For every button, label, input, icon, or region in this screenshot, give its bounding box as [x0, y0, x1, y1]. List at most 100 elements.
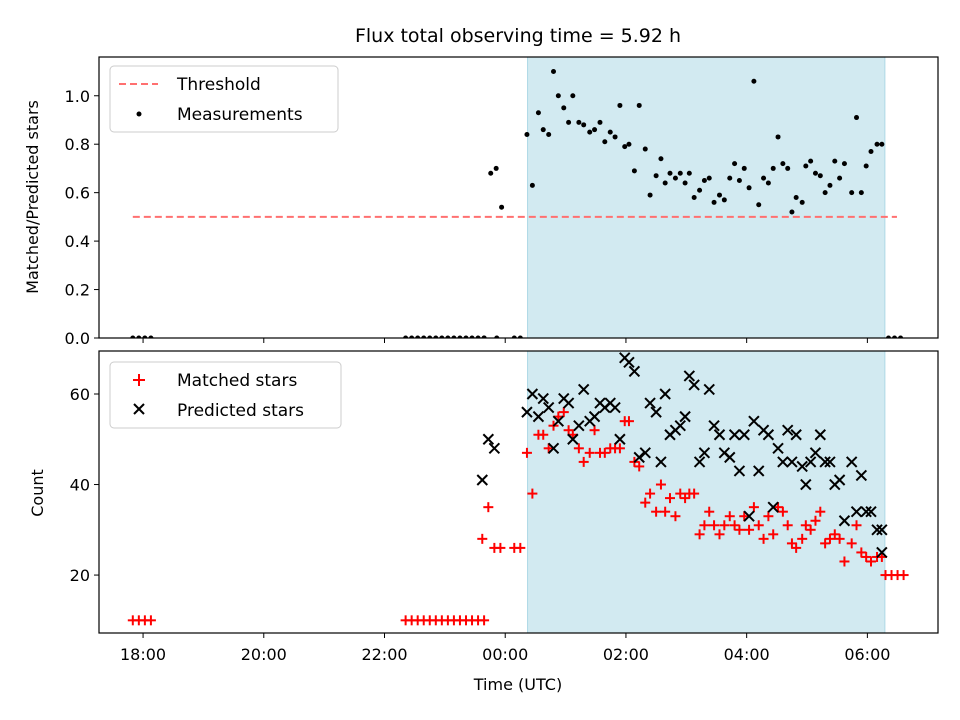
cross-b [708, 419, 720, 432]
cross-b [674, 419, 686, 432]
measurement-point [570, 93, 576, 99]
cross-b [633, 451, 645, 464]
predicted-star-point [521, 406, 533, 418]
predicted-star-point [703, 383, 715, 396]
measurement-point [667, 170, 673, 176]
matched-star-point [477, 533, 488, 544]
cross-b [577, 383, 590, 396]
y-tick-label: 1.0 [65, 87, 90, 106]
measurement-point [612, 134, 618, 140]
predicted-star-point [655, 456, 667, 468]
cross-b [683, 370, 696, 382]
cross-b [628, 365, 641, 378]
cross-b [703, 383, 715, 396]
measurement-point [581, 122, 587, 128]
bottom-axes-frame [98, 350, 939, 634]
cross-b [573, 419, 585, 432]
cross-b [526, 388, 539, 400]
top-y-axis-label: Matched/Predicted stars [23, 100, 42, 294]
bottom-shaded-interval [527, 350, 886, 634]
cross-b [814, 429, 827, 441]
predicted-star-point [804, 456, 817, 468]
measurement-point [409, 335, 415, 338]
matched-star-point [699, 520, 710, 531]
measurement-point [858, 190, 864, 196]
measurement-point [511, 335, 517, 338]
y-tick-label: 0.4 [65, 232, 90, 251]
matched-star-point [694, 529, 705, 540]
top-legend-box [109, 65, 339, 133]
measurement-point [746, 185, 752, 191]
matched-star-point [898, 570, 909, 581]
matched-star-point [651, 506, 662, 517]
predicted-star-point [552, 415, 565, 427]
predicted-star-point [850, 505, 863, 518]
measurement-point [706, 175, 712, 181]
x-tick-label: 00:00 [482, 645, 528, 664]
measurement-point [576, 119, 582, 125]
measurement-point [799, 199, 805, 205]
measurement-point [727, 175, 733, 181]
predicted-star-point [679, 410, 691, 423]
measurement-point [546, 132, 552, 138]
cross-b [728, 429, 741, 441]
measurement-point [529, 182, 535, 188]
measurements-points [130, 69, 904, 338]
cross-b [482, 433, 495, 445]
measurement-point [770, 165, 776, 171]
matched-star-point [839, 556, 850, 567]
matched-star-point [791, 542, 802, 553]
predicted-star-point [537, 392, 549, 405]
cross-b [876, 524, 888, 536]
top-y-ticks: 0.0 0.2 0.4 0.6 0.8 1.0 [65, 87, 99, 348]
cross-b [588, 410, 601, 423]
predicted-star-point [573, 419, 585, 432]
matched-star-point [640, 497, 651, 508]
cross-b [614, 433, 626, 445]
cross-b [639, 447, 651, 459]
predicted-star-point [767, 501, 779, 513]
cross-b [562, 397, 575, 409]
cross-b [767, 501, 779, 513]
cross-b [860, 505, 872, 518]
cross-b [876, 546, 888, 559]
measurement-point [636, 102, 642, 108]
measurement-point [535, 110, 541, 116]
predicted-star-point [659, 388, 671, 400]
predicted-star-point [532, 410, 545, 423]
predicted-star-point [790, 429, 802, 441]
matched-star-point [543, 443, 554, 454]
matched-star-point [689, 488, 700, 499]
matched-star-point [773, 502, 784, 513]
cross-b [855, 469, 868, 482]
predicted-star-point [838, 515, 851, 527]
predicted-star-point [860, 505, 872, 518]
cross-b [644, 397, 656, 409]
matched-star-point [495, 542, 506, 553]
bottom-y-ticks: 20 40 60 [70, 385, 99, 585]
predicted-star-point [562, 397, 575, 409]
measurement-point [785, 165, 791, 171]
top-shaded-interval [527, 56, 886, 339]
measurement-point [642, 146, 648, 152]
cross-b [724, 451, 736, 464]
predicted-star-point [567, 433, 579, 445]
matched-star-point [634, 461, 645, 472]
cross-b [833, 474, 846, 486]
measurement-point [682, 180, 688, 186]
predicted-star-point [876, 524, 888, 536]
measurement-point [148, 335, 154, 338]
cross-b [476, 474, 488, 486]
measurement-point [469, 335, 475, 338]
matched-star-point [558, 407, 569, 418]
predicted-star-point [748, 415, 760, 427]
matched-star-point [851, 520, 862, 531]
bottom-y-axis-label: Count [28, 469, 47, 517]
predicted-star-point [628, 365, 641, 378]
measurement-point [475, 335, 481, 338]
matched-star-point [479, 615, 490, 626]
x-tick-label: 22:00 [361, 645, 407, 664]
measurement-point [775, 134, 781, 140]
predicted-star-point [743, 510, 755, 522]
